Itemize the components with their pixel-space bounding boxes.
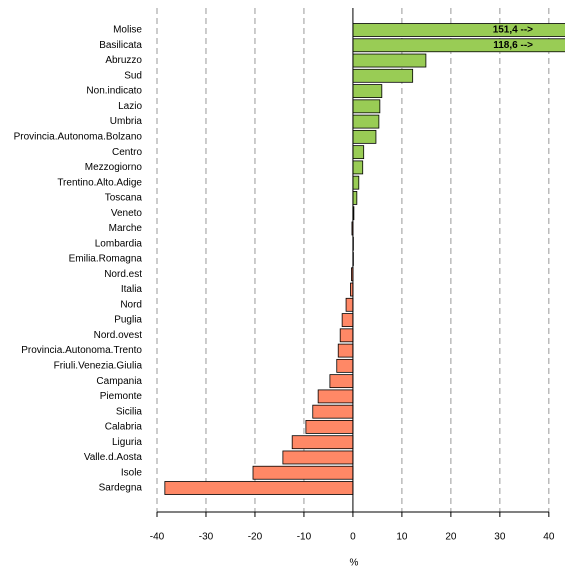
y-tick-label: Liguria bbox=[112, 437, 142, 448]
bar bbox=[345, 297, 354, 312]
bar bbox=[352, 38, 565, 53]
y-tick-label: Nord.est bbox=[104, 269, 142, 280]
bar bbox=[282, 450, 354, 465]
y-tick-label: Nord.ovest bbox=[94, 330, 143, 341]
bar bbox=[352, 160, 364, 175]
y-tick-label: Sicilia bbox=[116, 406, 143, 417]
x-tick-label: 20 bbox=[445, 532, 457, 543]
y-tick-label: Basilicata bbox=[99, 40, 142, 51]
y-tick-label: Molise bbox=[113, 25, 142, 36]
bar bbox=[352, 68, 414, 83]
bar bbox=[352, 191, 358, 205]
x-tick-label: 40 bbox=[543, 532, 555, 543]
bar bbox=[352, 99, 381, 114]
y-tick-label: Puglia bbox=[114, 315, 142, 326]
value-label: 151,4 --> bbox=[493, 25, 533, 36]
y-tick-label: Lombardia bbox=[95, 238, 143, 249]
bar bbox=[252, 465, 354, 480]
x-tick-label: 30 bbox=[494, 532, 506, 543]
bar bbox=[337, 343, 354, 358]
y-tick-label: Toscana bbox=[105, 193, 143, 204]
x-tick-label: -30 bbox=[199, 532, 214, 543]
y-tick-label: Nord bbox=[120, 299, 142, 310]
bar bbox=[352, 145, 365, 160]
y-tick-label: Valle.d.Aosta bbox=[84, 452, 143, 463]
y-tick-label: Trentino.Alto.Adige bbox=[57, 177, 142, 188]
bar bbox=[329, 374, 354, 389]
bar bbox=[305, 420, 354, 434]
y-tick-label: Mezzogiorno bbox=[85, 162, 143, 173]
x-axis-label: % bbox=[350, 558, 359, 569]
bar bbox=[352, 175, 360, 190]
x-tick-label: 10 bbox=[396, 532, 408, 543]
bar bbox=[317, 389, 354, 404]
y-tick-label: Provincia.Autonoma.Trento bbox=[21, 345, 142, 356]
bar bbox=[336, 358, 354, 373]
y-tick-label: Abruzzo bbox=[105, 55, 142, 66]
y-tick-label: Sardegna bbox=[99, 483, 143, 494]
y-tick-label: Calabria bbox=[105, 422, 143, 433]
bar bbox=[312, 404, 354, 419]
y-tick-label: Provincia.Autonoma.Bolzano bbox=[14, 132, 143, 143]
y-tick-label: Emilia.Romagna bbox=[69, 254, 143, 265]
plot-area bbox=[164, 23, 565, 495]
y-tick-label: Campania bbox=[96, 376, 142, 387]
y-tick-label: Italia bbox=[121, 284, 143, 295]
y-tick-label: Marche bbox=[109, 223, 143, 234]
y-tick-label: Non.indicato bbox=[86, 86, 142, 97]
value-label: 118,6 --> bbox=[493, 40, 533, 51]
y-tick-label: Isole bbox=[121, 467, 143, 478]
x-tick-label: -40 bbox=[150, 532, 165, 543]
x-tick-label: -20 bbox=[248, 532, 263, 543]
y-tick-label: Umbria bbox=[110, 116, 143, 127]
bar bbox=[352, 114, 380, 129]
bar bbox=[352, 23, 565, 37]
x-tick-label: -10 bbox=[297, 532, 312, 543]
y-tick-label: Lazio bbox=[118, 101, 142, 112]
y-tick-label: Centro bbox=[112, 147, 142, 158]
x-tick-label: 0 bbox=[350, 532, 356, 543]
bar bbox=[164, 481, 354, 495]
y-tick-label: Piemonte bbox=[100, 391, 143, 402]
bar bbox=[339, 328, 354, 343]
bar bbox=[352, 129, 377, 144]
bar bbox=[291, 435, 354, 450]
bar bbox=[352, 53, 427, 68]
bar bbox=[341, 313, 354, 327]
bar bbox=[352, 84, 383, 98]
y-tick-label: Veneto bbox=[111, 208, 143, 219]
y-tick-label: Sud bbox=[124, 70, 142, 81]
y-tick-label: Friuli.Venezia.Giulia bbox=[54, 361, 143, 372]
